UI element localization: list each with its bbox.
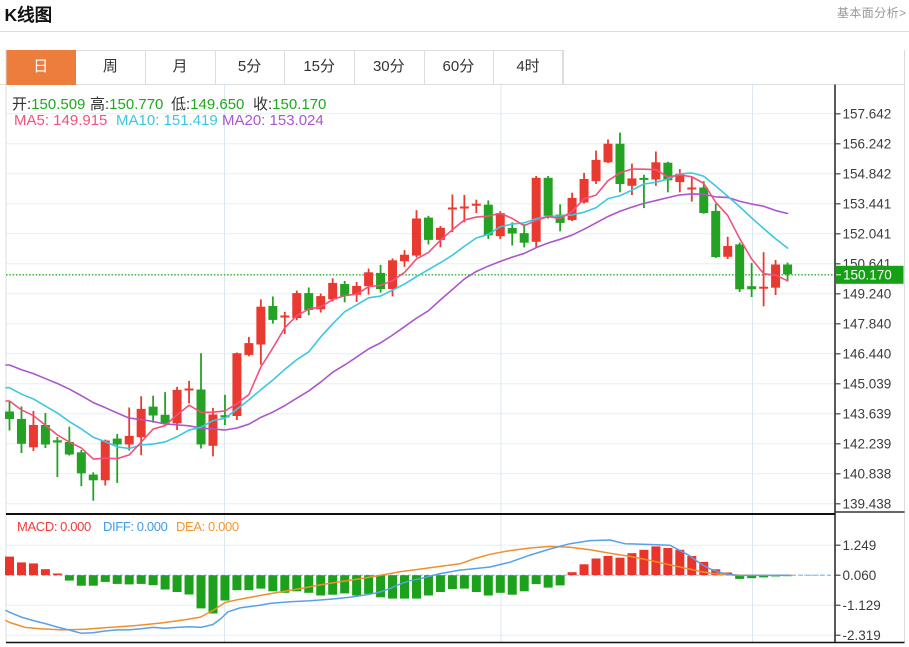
svg-text:154.842: 154.842 — [843, 167, 892, 182]
svg-text:-1.129: -1.129 — [843, 598, 881, 613]
svg-text:-2.319: -2.319 — [843, 628, 881, 643]
svg-text:152.041: 152.041 — [843, 227, 892, 242]
svg-text:157.642: 157.642 — [843, 107, 892, 122]
svg-text:149.240: 149.240 — [843, 287, 892, 302]
svg-text:147.840: 147.840 — [843, 317, 892, 332]
svg-text:140.838: 140.838 — [843, 467, 892, 482]
svg-text:153.441: 153.441 — [843, 197, 892, 212]
svg-text:156.242: 156.242 — [843, 137, 892, 152]
svg-text:139.438: 139.438 — [843, 497, 892, 512]
svg-text:145.039: 145.039 — [843, 377, 892, 392]
svg-text:1.249: 1.249 — [843, 538, 877, 553]
svg-text:143.639: 143.639 — [843, 407, 892, 422]
svg-text:0.060: 0.060 — [843, 568, 877, 583]
svg-text:150.170: 150.170 — [843, 268, 892, 283]
svg-text:142.239: 142.239 — [843, 437, 892, 452]
svg-text:146.440: 146.440 — [843, 347, 892, 362]
